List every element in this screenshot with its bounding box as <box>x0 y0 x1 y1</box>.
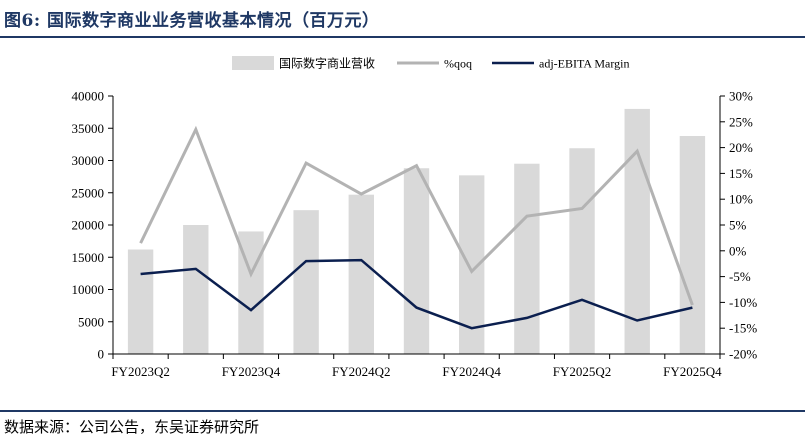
legend-label-qoq: %qoq <box>444 57 472 71</box>
bottom-rule <box>0 410 805 412</box>
bar-FY2024Q2 <box>348 194 375 354</box>
y-left-tick-label: 15000 <box>72 250 105 265</box>
y-right-tick-label: -10% <box>729 295 757 310</box>
y-left-tick-label: 20000 <box>72 218 105 233</box>
y-right-tick-label: -5% <box>729 269 751 284</box>
y-right-tick-label: 25% <box>729 114 753 129</box>
chart-legend: 国际数字商业营收 %qoq adj-EBITA Margin <box>232 56 629 71</box>
y-right-tick-label: -20% <box>729 347 757 362</box>
line-series <box>139 125 694 330</box>
y-left-tick-label: 0 <box>98 347 105 362</box>
y-right-tick-label: 0% <box>729 243 747 258</box>
y-left-tick-label: 25000 <box>72 185 105 200</box>
y-right-tick-label: 5% <box>729 218 747 233</box>
top-rule <box>0 36 805 38</box>
chart-axes: 0 5000 10000 15000 20000 25000 30000 35000 40000… <box>72 89 758 380</box>
y-right-tick-label: -15% <box>729 321 757 336</box>
bar-FY2025Q1 <box>514 163 540 354</box>
x-tick-label-FY2023Q4: FY2023Q4 <box>222 364 281 379</box>
x-tick-label-FY2023Q2: FY2023Q2 <box>111 364 170 379</box>
legend-swatch-bar <box>232 56 274 70</box>
y-right-tick-label: 15% <box>729 166 753 181</box>
y-right-tick-label: 20% <box>729 140 753 155</box>
y-right-tick-label: 10% <box>729 192 753 207</box>
bar-FY2024Q3 <box>403 168 430 354</box>
source-note: 数据来源：公司公告，东吴证券研究所 <box>4 418 260 436</box>
legend-label-bar: 国际数字商业营收 <box>279 56 375 71</box>
y-left-tick-label: 35000 <box>72 121 105 136</box>
bar-FY2025Q2 <box>569 148 595 354</box>
y-left-tick-label: 30000 <box>72 153 105 168</box>
bar-FY2025Q4 <box>679 135 706 354</box>
bar-series <box>127 108 706 355</box>
bar-FY2023Q2 <box>127 249 154 354</box>
margin-line <box>140 258 693 330</box>
x-tick-label-FY2025Q2: FY2025Q2 <box>553 364 612 379</box>
bar-FY2024Q1 <box>293 210 319 354</box>
chart: 国际数字商业营收 %qoq adj-EBITA Margin 0 5000 10000 1… <box>72 56 758 380</box>
x-tick-label-FY2024Q2: FY2024Q2 <box>332 364 391 379</box>
x-tick-label-FY2024Q4: FY2024Q4 <box>442 364 501 379</box>
y-left-tick-label: 40000 <box>72 89 105 104</box>
y-left-tick-label: 10000 <box>72 282 105 297</box>
bar-FY2023Q3 <box>183 225 209 354</box>
x-tick-label-FY2025Q4: FY2025Q4 <box>663 364 722 379</box>
figure-title: 图6: 国际数字商业业务营收基本情况（百万元） <box>4 11 380 31</box>
legend-label-margin: adj-EBITA Margin <box>539 57 629 71</box>
qoq-line <box>139 125 694 306</box>
y-right-tick-label: 30% <box>729 89 753 104</box>
y-left-tick-label: 5000 <box>78 314 104 329</box>
